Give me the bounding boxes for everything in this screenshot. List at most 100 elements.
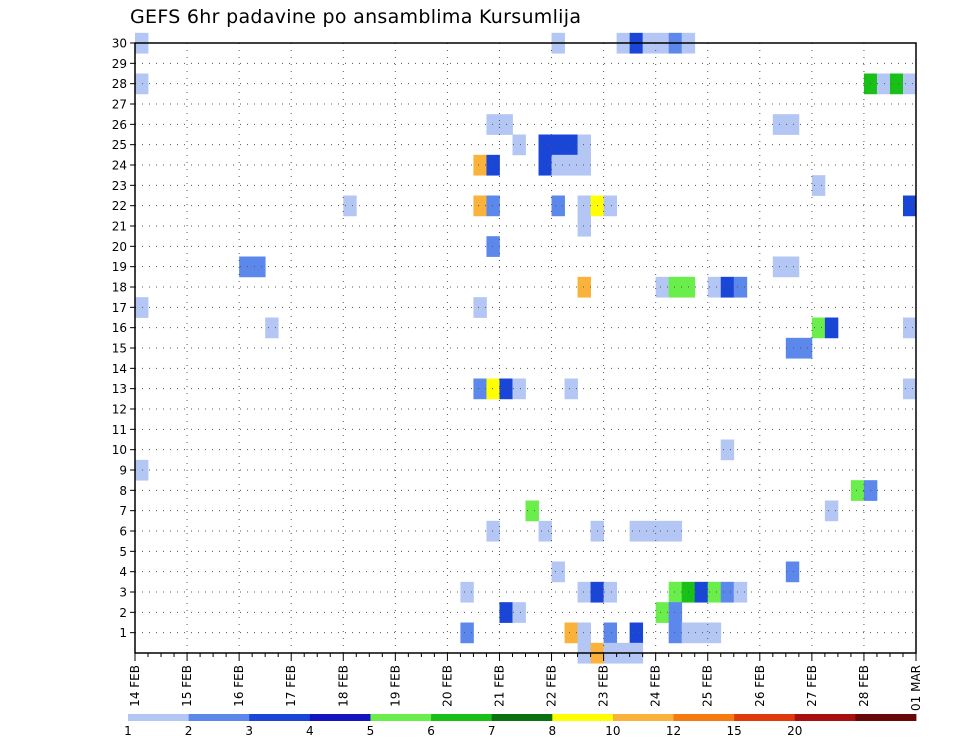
colorbar-swatch	[188, 714, 250, 721]
precip-cell	[733, 581, 748, 603]
precip-cell	[460, 581, 474, 603]
y-tick-label: 16	[112, 321, 127, 335]
colorbar-swatch	[855, 714, 917, 721]
precip-cell	[694, 622, 709, 644]
precip-cell	[473, 297, 487, 318]
precip-cell	[694, 581, 709, 603]
y-tick-label: 23	[112, 179, 127, 193]
precip-cell	[577, 622, 591, 644]
x-tick-label: 20 FEB	[440, 665, 454, 707]
precip-cell	[343, 195, 357, 217]
precip-cell	[850, 480, 865, 501]
y-tick-label: 14	[112, 362, 127, 376]
colorbar-swatch	[491, 714, 553, 721]
colorbar-label: 20	[787, 724, 802, 738]
precip-cell	[720, 439, 735, 461]
x-tick-label: 27 FEB	[805, 665, 819, 707]
precip-cell	[902, 378, 917, 400]
precip-cell	[785, 256, 800, 278]
colorbar-swatch	[431, 714, 493, 721]
precip-cell	[564, 134, 578, 156]
precip-cell	[265, 317, 279, 339]
precip-cell	[525, 500, 539, 522]
y-tick-label: 18	[112, 281, 127, 295]
precip-cell	[785, 561, 800, 583]
precip-cell	[538, 520, 552, 542]
y-tick-label: 17	[112, 301, 127, 315]
x-tick-label: 21 FEB	[492, 665, 506, 707]
precip-cell	[486, 195, 500, 217]
precip-cell	[655, 520, 670, 542]
y-tick-label: 3	[119, 586, 127, 600]
x-tick-label: 22 FEB	[545, 665, 559, 707]
precip-cell	[512, 378, 526, 400]
y-tick-label: 10	[112, 443, 127, 457]
colorbar-label: 15	[727, 724, 742, 738]
precip-cell	[733, 276, 748, 298]
colorbar-label: 1	[124, 724, 132, 738]
y-tick-label: 1	[119, 626, 127, 640]
precip-cell	[577, 195, 591, 217]
precip-cell	[629, 622, 644, 644]
colorbar-swatch	[128, 714, 190, 721]
x-tick-label: 17 FEB	[284, 665, 298, 707]
colorbar-swatch	[552, 714, 614, 721]
x-tick-label: 25 FEB	[701, 665, 715, 707]
x-tick-label: 23 FEB	[597, 665, 611, 707]
precip-cell	[473, 154, 487, 176]
colorbar-label: 2	[185, 724, 193, 738]
precip-cell	[720, 276, 735, 298]
precip-cell	[577, 581, 591, 603]
precip-cell	[824, 500, 839, 522]
precip-cell	[486, 154, 500, 176]
precip-cell	[564, 154, 578, 176]
x-tick-label: 26 FEB	[753, 665, 767, 707]
y-tick-label: 30	[112, 37, 127, 51]
y-tick-label: 8	[119, 484, 127, 498]
x-tick-label: 24 FEB	[649, 665, 663, 707]
x-axis: 14 FEB 15 FEB 16 FEB 17 FEB 18 FEB 19 FEB 20 F…	[128, 653, 923, 711]
y-tick-label: 2	[119, 606, 127, 620]
precip-cell	[785, 337, 800, 359]
cells-layer	[135, 32, 917, 664]
precip-cell	[902, 317, 917, 339]
precip-cell	[460, 622, 474, 644]
y-tick-label: 20	[112, 240, 127, 254]
colorbar-label: 10	[605, 724, 620, 738]
y-tick-label: 15	[112, 342, 127, 356]
colorbar: 1 2 3 4 5 6 7 8 10 12 15 20	[124, 714, 917, 738]
precip-cell	[876, 73, 891, 95]
x-tick-label: 01 MAR	[909, 665, 923, 711]
x-tick-label: 28 FEB	[857, 665, 871, 707]
precip-cell	[564, 622, 578, 644]
precip-cell	[551, 561, 565, 583]
y-tick-label: 13	[112, 382, 127, 396]
precip-cell	[785, 114, 800, 135]
precip-cell	[655, 276, 670, 298]
precip-cell	[473, 195, 487, 217]
y-tick-label: 29	[112, 57, 127, 71]
precip-cell	[668, 602, 683, 623]
y-tick-label: 19	[112, 260, 127, 274]
precip-cell	[655, 602, 670, 623]
y-tick-label: 5	[119, 545, 127, 559]
colorbar-swatch	[612, 714, 674, 721]
precip-cell	[668, 622, 683, 644]
colorbar-swatch	[249, 714, 311, 721]
colorbar-swatch	[673, 714, 735, 721]
precip-cell	[798, 337, 813, 359]
precip-cell	[824, 317, 839, 339]
y-tick-label: 28	[112, 77, 127, 91]
colorbar-swatch	[370, 714, 432, 721]
precip-cell	[668, 581, 683, 603]
y-tick-label: 7	[119, 504, 127, 518]
precip-cell	[512, 602, 526, 623]
y-tick-label: 26	[112, 118, 127, 132]
precip-cell	[603, 622, 618, 644]
colorbar-label: 7	[488, 724, 496, 738]
y-tick-label: 11	[112, 423, 127, 437]
y-tick-label: 6	[119, 525, 127, 539]
colorbar-label: 4	[306, 724, 314, 738]
colorbar-label: 6	[427, 724, 435, 738]
precip-cell	[551, 195, 565, 217]
